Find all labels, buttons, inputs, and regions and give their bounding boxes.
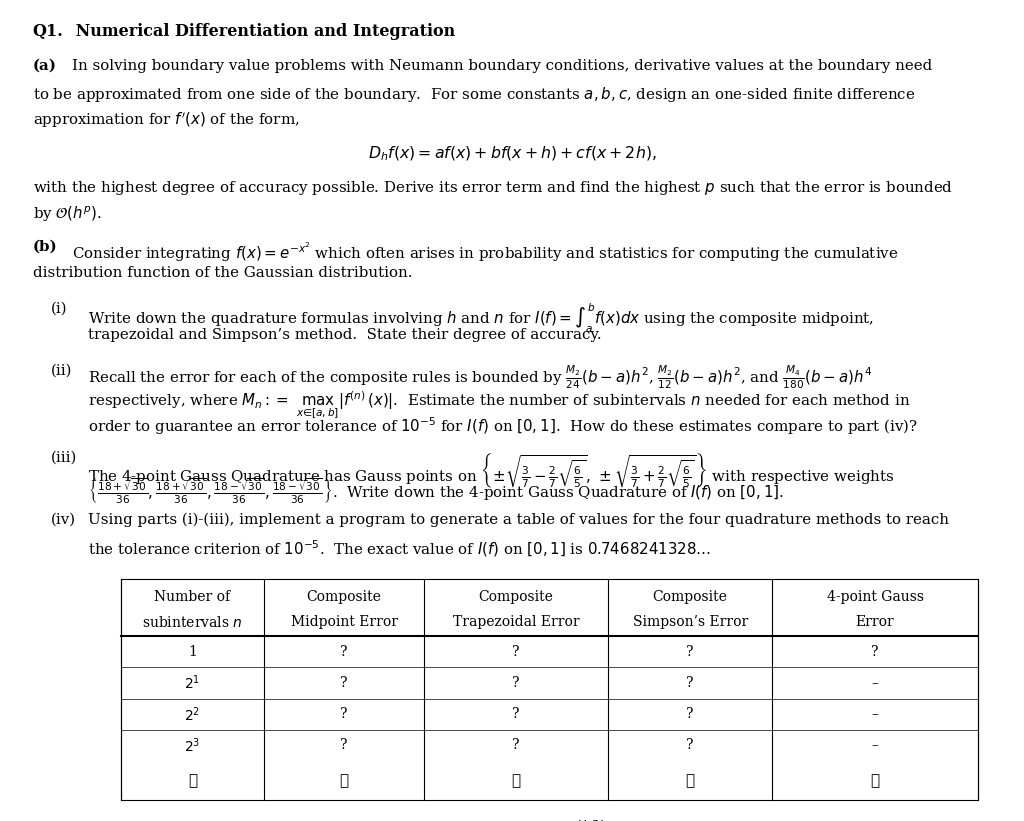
Text: ?: ?	[512, 707, 520, 722]
Text: $2^1$: $2^1$	[184, 674, 201, 692]
Text: Composite: Composite	[652, 590, 728, 604]
Text: In solving boundary value problems with Neumann boundary conditions, derivative : In solving boundary value problems with …	[72, 58, 932, 73]
Text: ⋮: ⋮	[340, 773, 348, 788]
Text: Number of: Number of	[155, 590, 230, 604]
Text: 4-point Gauss: 4-point Gauss	[826, 590, 924, 604]
Text: Consider integrating $f(x) = e^{-x^2}$ which often arises in probability and sta: Consider integrating $f(x) = e^{-x^2}$ w…	[72, 240, 898, 264]
Text: $2^2$: $2^2$	[184, 705, 201, 723]
Text: respectively, where $M_n :=\ \max_{x\in[a,b]} |f^{(n)}(x)|$.  Estimate the numbe: respectively, where $M_n :=\ \max_{x\in[…	[88, 389, 910, 421]
Text: ?: ?	[686, 738, 694, 753]
Text: ?: ?	[340, 676, 348, 690]
Text: –: –	[871, 676, 879, 690]
Text: by $\mathcal{O}(h^p)$.: by $\mathcal{O}(h^p)$.	[33, 204, 101, 224]
Text: (i): (i)	[51, 301, 68, 316]
Text: $D_h f(x) = af(x) + bf(x+h) + cf(x+2h),$: $D_h f(x) = af(x) + bf(x+h) + cf(x+2h),$	[368, 144, 656, 163]
Text: (b): (b)	[33, 240, 57, 255]
Text: ⋮: ⋮	[686, 773, 694, 788]
Text: –: –	[871, 738, 879, 753]
Text: Recall the error for each of the composite rules is bounded by $\frac{M_2}{24}(b: Recall the error for each of the composi…	[88, 363, 872, 391]
Text: ⋮: ⋮	[870, 773, 880, 788]
Text: –: –	[871, 707, 879, 722]
Text: $2^3$: $2^3$	[184, 736, 201, 754]
Text: Verify the three composite methods have the expected error of order $\mathcal{O}: Verify the three composite methods have …	[33, 819, 878, 821]
Text: with the highest degree of accuracy possible. Derive its error term and find the: with the highest degree of accuracy poss…	[33, 178, 952, 196]
Text: Simpson’s Error: Simpson’s Error	[633, 615, 748, 629]
Text: ?: ?	[686, 707, 694, 722]
Text: ?: ?	[340, 707, 348, 722]
Text: order to guarantee an error tolerance of $10^{-5}$ for $I(f)$ on $[0,1]$.  How d: order to guarantee an error tolerance of…	[88, 415, 918, 437]
Text: Midpoint Error: Midpoint Error	[291, 615, 397, 629]
Text: (iii): (iii)	[51, 451, 78, 465]
Text: subintervals $n$: subintervals $n$	[142, 615, 243, 630]
Text: ?: ?	[686, 644, 694, 659]
Text: Error: Error	[856, 615, 894, 629]
Text: approximation for $f'(x)$ of the form,: approximation for $f'(x)$ of the form,	[33, 110, 299, 130]
Text: Composite: Composite	[306, 590, 382, 604]
Text: (a): (a)	[33, 58, 56, 73]
Bar	[121, 579, 978, 800]
Text: Write down the quadrature formulas involving $h$ and $n$ for $I(f) = \int_a^b f(: Write down the quadrature formulas invol…	[88, 301, 874, 335]
Text: (iv): (iv)	[51, 512, 76, 526]
Text: ⋮: ⋮	[188, 773, 197, 788]
Text: Trapezoidal Error: Trapezoidal Error	[453, 615, 580, 629]
Text: Numerical Differentiation and Integration: Numerical Differentiation and Integratio…	[70, 23, 455, 40]
Text: (ii): (ii)	[51, 363, 73, 378]
Text: ?: ?	[512, 676, 520, 690]
Text: The 4-point Gauss Quadrature has Gauss points on $\left\{\pm\sqrt{\frac{3}{7} - : The 4-point Gauss Quadrature has Gauss p…	[88, 451, 895, 489]
Text: Using parts (i)-(iii), implement a program to generate a table of values for the: Using parts (i)-(iii), implement a progr…	[88, 512, 949, 527]
Text: ?: ?	[512, 644, 520, 659]
Text: ⋮: ⋮	[512, 773, 520, 788]
Text: ?: ?	[340, 644, 348, 659]
Text: Composite: Composite	[478, 590, 554, 604]
Text: trapezoidal and Simpson’s method.  State their degree of accuracy.: trapezoidal and Simpson’s method. State …	[88, 328, 602, 342]
Text: ?: ?	[686, 676, 694, 690]
Text: distribution function of the Gaussian distribution.: distribution function of the Gaussian di…	[33, 266, 413, 280]
Text: $\left\{\frac{18+\sqrt{30}}{36}, \frac{18+\sqrt{30}}{36}, \frac{18-\sqrt{30}}{36: $\left\{\frac{18+\sqrt{30}}{36}, \frac{1…	[88, 476, 784, 507]
Text: to be approximated from one side of the boundary.  For some constants $a, b, c$,: to be approximated from one side of the …	[33, 85, 915, 103]
Text: ?: ?	[512, 738, 520, 753]
Text: the tolerance criterion of $10^{-5}$.  The exact value of $I(f)$ on $[0,1]$ is $: the tolerance criterion of $10^{-5}$. Th…	[88, 538, 711, 559]
Text: Q1.: Q1.	[33, 23, 63, 40]
Text: 1: 1	[188, 644, 197, 659]
Text: ?: ?	[871, 644, 879, 659]
Text: ?: ?	[340, 738, 348, 753]
